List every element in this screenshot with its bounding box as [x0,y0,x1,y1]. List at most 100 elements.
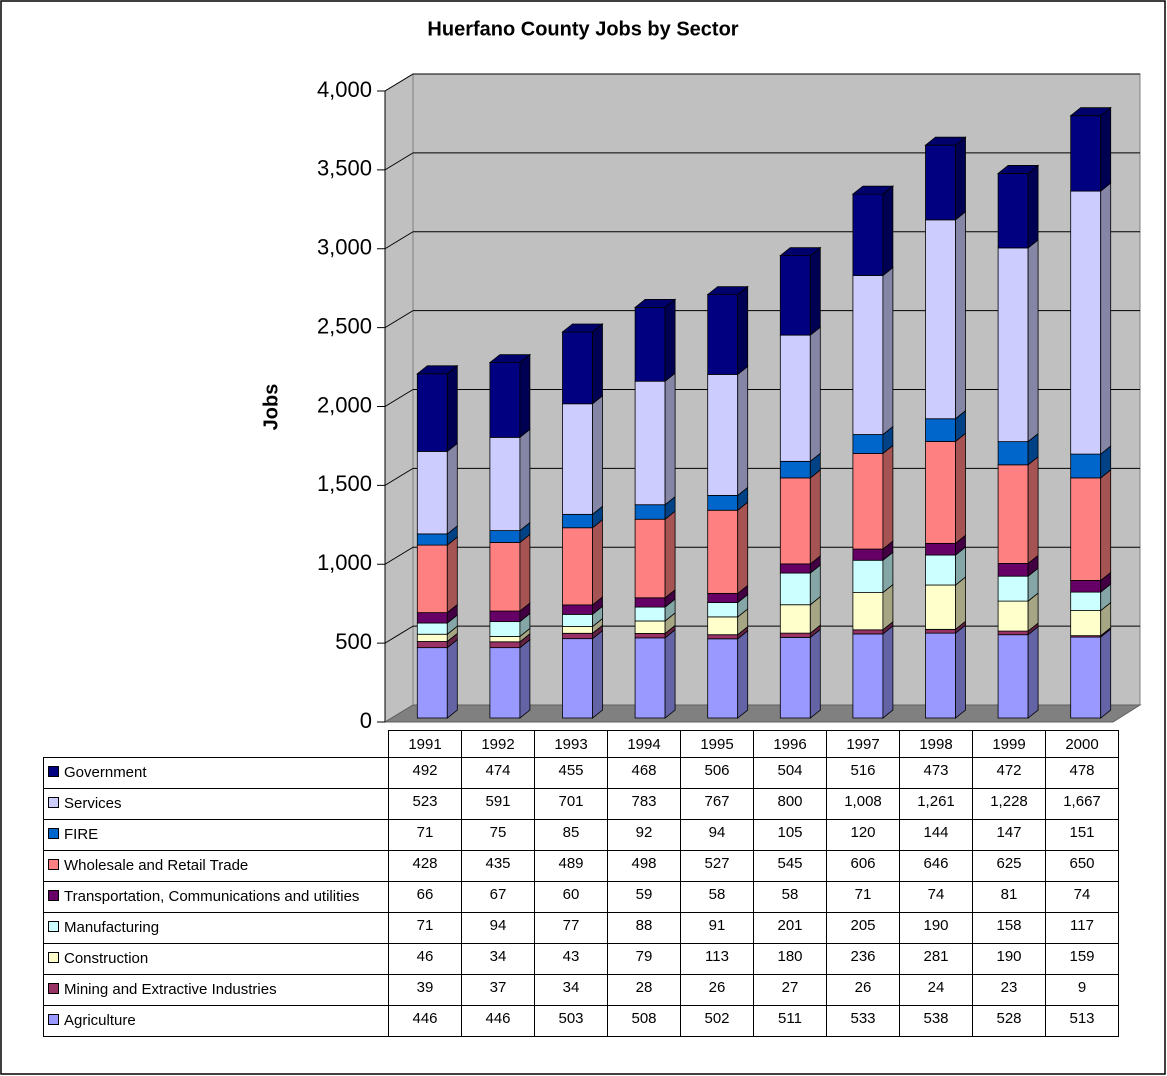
table-row: Manufacturing 71 94 77 88 91 201 205 190 158 117 [43,912,1119,944]
legend-entry: FIRE [43,819,389,851]
table-cell: 523 [388,788,462,820]
legend-entry: Agriculture [43,1005,389,1037]
table-cell: 144 [899,819,973,851]
bar-front [779,572,811,606]
table-cell: 39 [388,974,462,1006]
bar-side [519,353,531,439]
table-cell: 71 [826,881,900,913]
bar-top [706,286,749,295]
bar-segment [634,372,676,506]
bar-front [416,451,448,535]
bar-segment [852,625,894,719]
bar-front [852,633,884,719]
table-cell: 79 [607,943,681,975]
bar-segment [779,628,821,719]
table-cell: 67 [461,881,535,913]
table-cell: 473 [899,757,973,789]
table-cell: 650 [1045,850,1119,882]
bar-side [592,323,603,405]
legend-label: Manufacturing [64,919,160,936]
table-cell: 43 [534,943,608,975]
bar-side [664,510,676,599]
bar-front [779,604,811,634]
table-cell: 508 [607,1005,681,1037]
bar-front [707,509,739,594]
legend-label: Services [64,795,122,812]
legend-swatch [48,890,59,901]
table-cell: 28 [607,974,681,1006]
bar-front [1070,636,1102,719]
bar-segment [779,469,821,565]
bar-segment [562,629,603,719]
table-cell: 468 [607,757,681,789]
bar-front [562,613,593,627]
bar-segment [707,608,749,636]
x-tick-label: 1993 [534,730,608,758]
bar-top [561,323,604,333]
bar-side [1100,628,1112,719]
table-cell: 34 [534,974,608,1006]
bar-side [592,629,603,719]
grid-line [384,625,414,644]
bar-front [416,633,448,642]
bar-front [1070,453,1102,479]
table-cell: 1,228 [972,788,1046,820]
bar-front [707,638,739,719]
grid-line [384,73,414,92]
bar-side [1027,164,1039,249]
table-cell: 538 [899,1005,973,1037]
bar-side [1027,239,1039,443]
legend-swatch [48,828,59,839]
bar-segment [562,518,603,606]
y-tick-label: 500 [335,629,372,654]
table-cell: 66 [388,881,462,913]
table-cell: 205 [826,912,900,944]
table-cell: 34 [461,943,535,975]
chart-title: Huerfano County Jobs by Sector [427,18,738,40]
bar-segment [416,638,458,719]
bar-front [562,403,593,515]
bar-segment [997,625,1039,719]
table-cell: 236 [826,943,900,975]
table-cell: 201 [753,912,827,944]
bar-front [562,331,593,405]
bar-front [852,193,884,276]
table-cell: 26 [826,974,900,1006]
bar-side [1027,625,1039,719]
bar-segment [997,239,1039,443]
y-tick-label: 0 [360,708,372,733]
bar-front [489,362,521,438]
bar-side [737,629,749,719]
bar-segment [707,625,749,640]
table-cell: 625 [972,850,1046,882]
table-cell: 533 [826,1005,900,1037]
bar-front [634,597,666,608]
table-cell: 428 [388,850,462,882]
table-cell: 800 [753,788,827,820]
bar-front [852,629,884,635]
bar-segment [562,394,603,516]
table-cell: 180 [753,943,827,975]
table-cell: 511 [753,1005,827,1037]
bar-front [852,275,884,435]
bar-front [925,584,956,630]
bar-segment [925,546,966,586]
bar-segment [707,629,749,719]
bar-front [779,255,811,336]
bar-segment [634,629,676,719]
table-cell: 767 [680,788,754,820]
grid-line [384,546,414,565]
table-row: Agriculture 446 446 503 508 502 511 533 538 528 51… [43,1005,1119,1037]
bar-front [489,636,521,643]
bar-segment [1070,469,1112,582]
table-cell: 472 [972,757,1046,789]
x-tick-label: 1991 [388,730,462,758]
table-cell: 528 [972,1005,1046,1037]
table-cell: 489 [534,850,608,882]
table-cell: 435 [461,850,535,882]
bar-front [707,374,739,496]
legend-label: FIRE [64,826,99,843]
bar-front [779,636,811,719]
bar-segment [997,554,1039,578]
legend-entry: Transportation, Communications and utili… [43,881,389,913]
